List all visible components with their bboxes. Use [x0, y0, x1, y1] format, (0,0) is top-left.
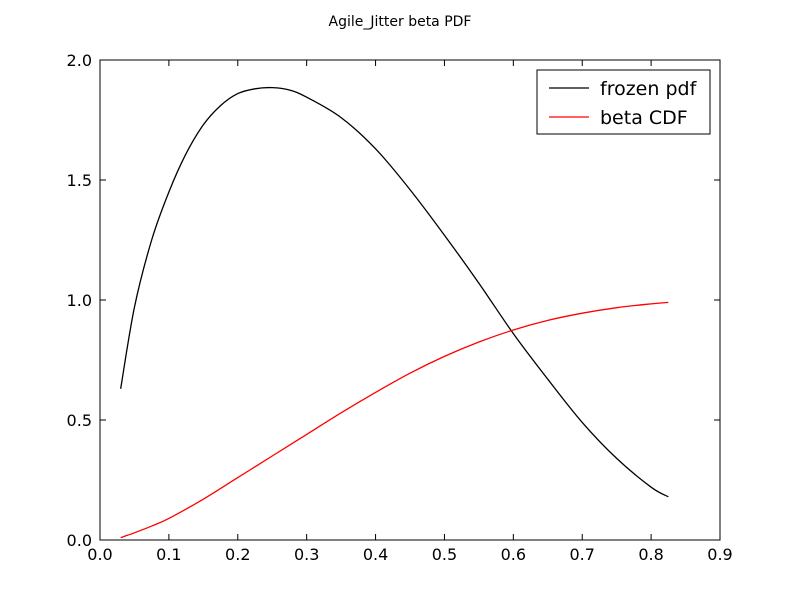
x-tick-label: 0.6: [501, 545, 526, 564]
x-tick-label: 0.2: [225, 545, 250, 564]
x-tick-label: 0.8: [638, 545, 663, 564]
y-tick-label: 2.0: [67, 51, 92, 70]
x-tick-label: 0.3: [294, 545, 319, 564]
y-tick-label: 1.0: [67, 291, 92, 310]
legend-label-2: beta CDF: [600, 107, 688, 129]
x-tick-label: 0.9: [707, 545, 732, 564]
axis-ticks: 0.0 0.1 0.2 0.3 0.4 0.5 0.6 0.7 0.8 0.9 0.0 0.5 1.0 1…: [67, 51, 733, 564]
legend-label-1: frozen pdf: [600, 78, 698, 100]
y-tick-label: 1.5: [67, 171, 92, 190]
x-tick-label: 0.5: [432, 545, 457, 564]
x-tick-label: 0.1: [156, 545, 181, 564]
x-tick-label: 0.0: [87, 545, 112, 564]
legend: frozen pdf beta CDF: [536, 69, 711, 135]
legend-box: [536, 69, 711, 135]
x-tick-label: 0.4: [363, 545, 388, 564]
y-tick-label: 0.5: [67, 411, 92, 430]
chart-title: Agile_Jitter beta PDF: [329, 14, 472, 30]
y-tick-label: 0.0: [67, 531, 92, 550]
series-layer: [120, 86, 669, 539]
series-line-1: [120, 86, 669, 498]
series-line-2: [120, 301, 669, 539]
x-tick-label: 0.7: [569, 545, 594, 564]
